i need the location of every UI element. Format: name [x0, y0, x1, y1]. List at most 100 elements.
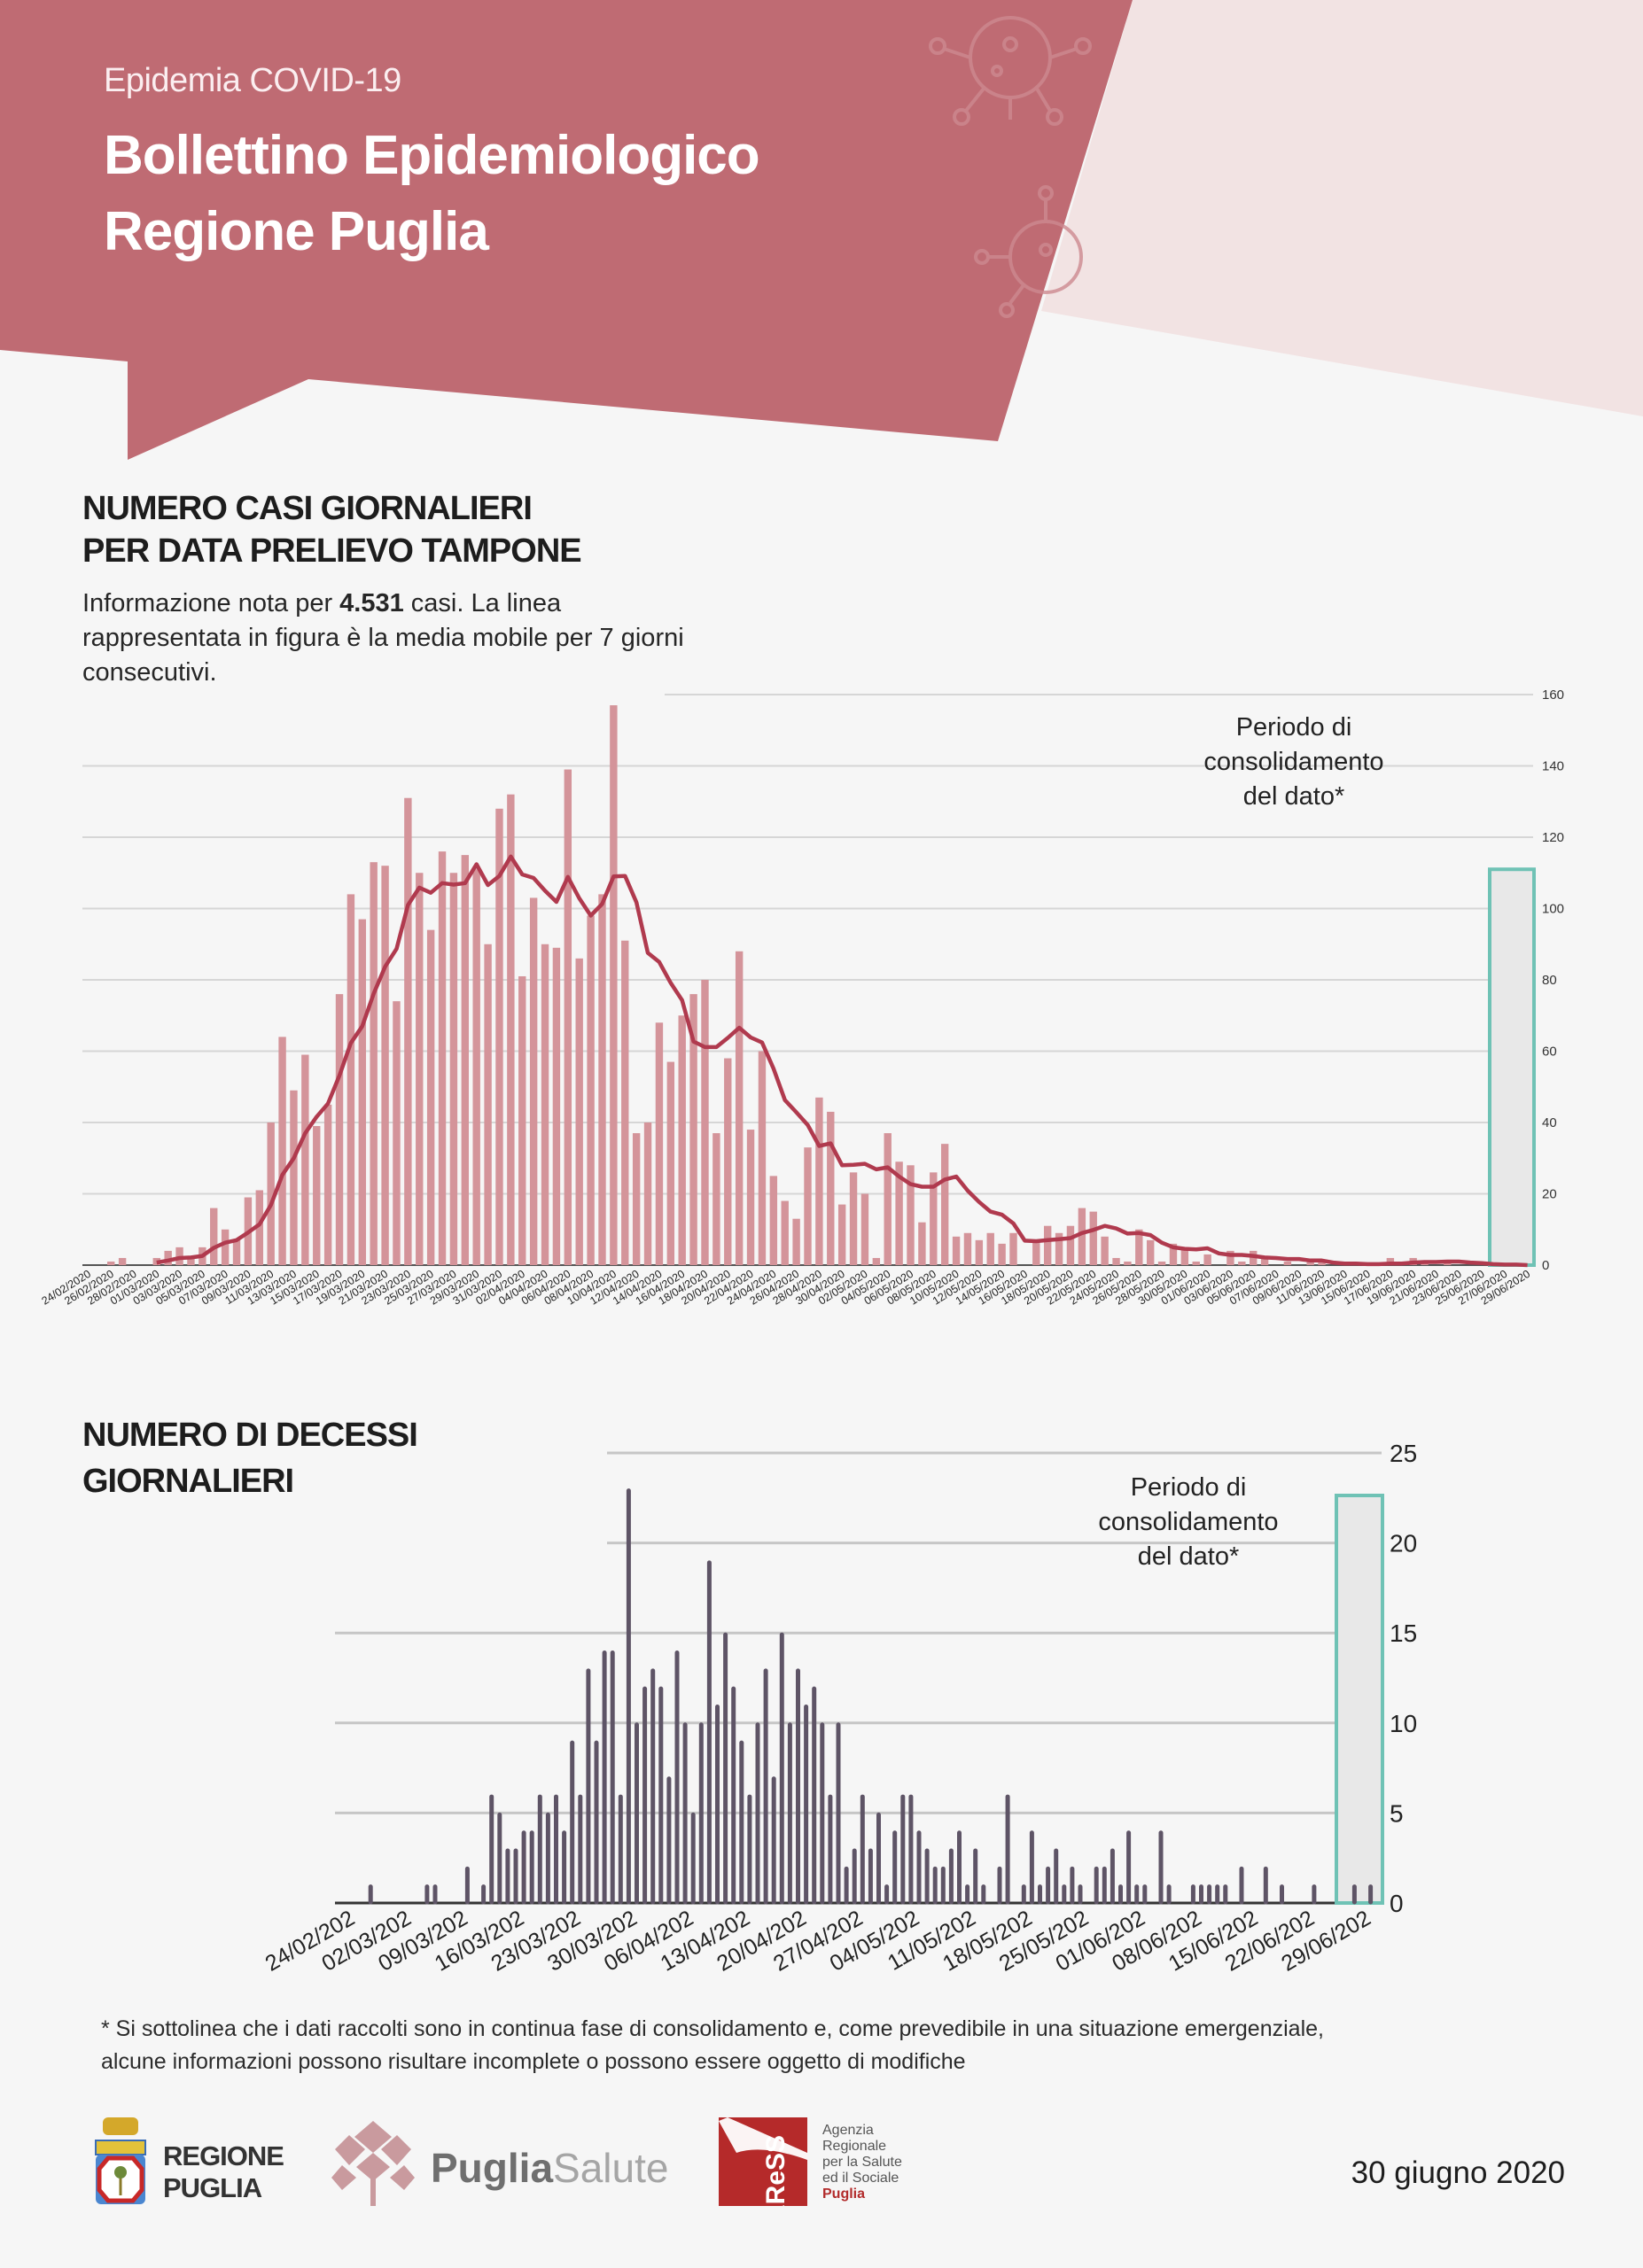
y-tick-label: 40	[1542, 1115, 1557, 1130]
case-bar	[963, 1232, 972, 1265]
case-bar	[643, 1122, 652, 1265]
y-tick-label: 120	[1542, 830, 1564, 845]
case-bar	[1180, 1247, 1189, 1265]
aress-region: Puglia	[822, 2186, 866, 2202]
case-bar	[1250, 1250, 1258, 1265]
y-tick-label: 5	[1390, 1799, 1404, 1827]
moving-average-line	[156, 854, 1528, 1268]
case-bar	[884, 1133, 892, 1265]
case-bar	[632, 1133, 641, 1265]
case-bar	[587, 915, 595, 1265]
case-bar	[872, 1257, 881, 1265]
y-tick-label: 160	[1542, 687, 1564, 703]
case-bar	[564, 769, 572, 1265]
case-bar	[975, 1239, 984, 1265]
case-bar	[278, 1037, 286, 1265]
annotation-line1: Periodo di	[1130, 1473, 1247, 1502]
case-bar	[724, 1058, 732, 1265]
case-bar	[610, 705, 618, 1265]
case-bar	[518, 975, 526, 1265]
note-prefix: Informazione nota per	[82, 589, 340, 617]
regione-line1: REGIONE	[163, 2140, 284, 2171]
case-bar	[1146, 1239, 1155, 1265]
y-tick-label: 20	[1390, 1530, 1417, 1557]
header-kicker: Epidemia COVID-19	[104, 62, 401, 99]
annotation-line3: del dato*	[1242, 782, 1345, 811]
regione-puglia-emblem-icon	[95, 2117, 146, 2204]
y-tick-label: 80	[1542, 973, 1557, 988]
case-bar	[529, 897, 538, 1265]
puglia-salute-logo-text: PugliaSalute	[431, 2144, 668, 2192]
case-bar	[1306, 1261, 1314, 1265]
y-tick-label: 100	[1542, 902, 1564, 917]
cases-chart: 02040608010012014016024/02/202026/02/202…	[40, 687, 1564, 1308]
case-bar	[323, 1104, 332, 1265]
annotation-line1: Periodo di	[1235, 713, 1352, 742]
cases-consolidation-annotation: Periodo di consolidamento del dato*	[1161, 711, 1427, 814]
case-bar	[895, 1161, 903, 1265]
case-bar	[1124, 1261, 1132, 1265]
case-bar	[998, 1243, 1006, 1265]
y-tick-label: 0	[1390, 1890, 1404, 1917]
case-bar	[347, 894, 355, 1265]
case-bar	[335, 994, 344, 1265]
case-bar	[952, 1236, 961, 1265]
y-tick-label: 140	[1542, 759, 1564, 774]
footnote: * Si sottolinea che i dati raccolti sono…	[101, 2013, 1324, 2078]
case-bar	[907, 1165, 915, 1265]
puglia-salute-light: Salute	[553, 2145, 669, 2191]
header-pink-shape	[1041, 0, 1643, 416]
virus-icon	[974, 185, 1083, 318]
case-bar	[301, 1054, 309, 1265]
case-bar	[712, 1133, 720, 1265]
y-tick-label: 0	[1542, 1258, 1549, 1273]
case-bar	[416, 873, 424, 1265]
case-bar	[1318, 1261, 1326, 1265]
virus-icon	[929, 16, 1092, 126]
consolidation-period-box	[1488, 867, 1536, 1267]
case-bar	[655, 1022, 664, 1265]
annotation-line2: consolidamento	[1098, 1508, 1279, 1536]
bulletin-date: 30 giugno 2020	[1351, 2155, 1565, 2190]
case-bar	[221, 1229, 230, 1265]
header-background	[0, 0, 1643, 460]
case-bar	[495, 808, 503, 1265]
case-bar	[1192, 1261, 1200, 1265]
case-bar	[769, 1176, 778, 1265]
cases-title-line1: NUMERO CASI GIORNALIERI	[82, 490, 533, 527]
y-tick-label: 15	[1390, 1619, 1417, 1647]
aress-logo-icon: AReSS	[719, 2117, 807, 2206]
aress-line: per la Salute	[822, 2155, 902, 2170]
case-bar	[164, 1250, 172, 1265]
case-bar	[930, 1172, 938, 1265]
cases-note: Informazione nota per 4.531 casi. La lin…	[82, 586, 685, 690]
case-bar	[827, 1111, 835, 1265]
footnote-line1: * Si sottolinea che i dati raccolti sono…	[101, 2016, 1324, 2041]
case-bar	[1101, 1236, 1109, 1265]
case-bar	[815, 1097, 823, 1265]
case-bar	[1283, 1261, 1292, 1265]
case-bar	[1157, 1261, 1166, 1265]
case-bar	[290, 1090, 298, 1265]
case-bar	[255, 1190, 263, 1265]
consolidation-period-box	[1335, 1494, 1384, 1905]
deaths-chart-title: NUMERO DI DECESSI GIORNALIERI	[82, 1412, 418, 1504]
case-bar	[1089, 1211, 1097, 1265]
header-title-line1: Bollettino Epidemiologico	[104, 125, 760, 186]
case-bar	[1226, 1250, 1234, 1265]
case-bar	[1112, 1257, 1120, 1265]
annotation-line3: del dato*	[1137, 1542, 1240, 1571]
case-bar	[107, 1261, 115, 1265]
case-bar	[393, 1001, 401, 1265]
case-bar	[1135, 1229, 1143, 1265]
case-bar	[1055, 1232, 1063, 1265]
case-bar	[1043, 1225, 1052, 1265]
case-bar	[404, 797, 412, 1265]
y-tick-label: 20	[1542, 1187, 1557, 1202]
regione-line2: PUGLIA	[163, 2172, 262, 2203]
deaths-consolidation-annotation: Periodo di consolidamento del dato*	[1055, 1471, 1321, 1574]
aress-line: Agenzia	[822, 2123, 874, 2138]
case-bar	[837, 1204, 846, 1265]
note-count: 4.531	[339, 589, 404, 617]
case-bar	[1203, 1254, 1211, 1265]
